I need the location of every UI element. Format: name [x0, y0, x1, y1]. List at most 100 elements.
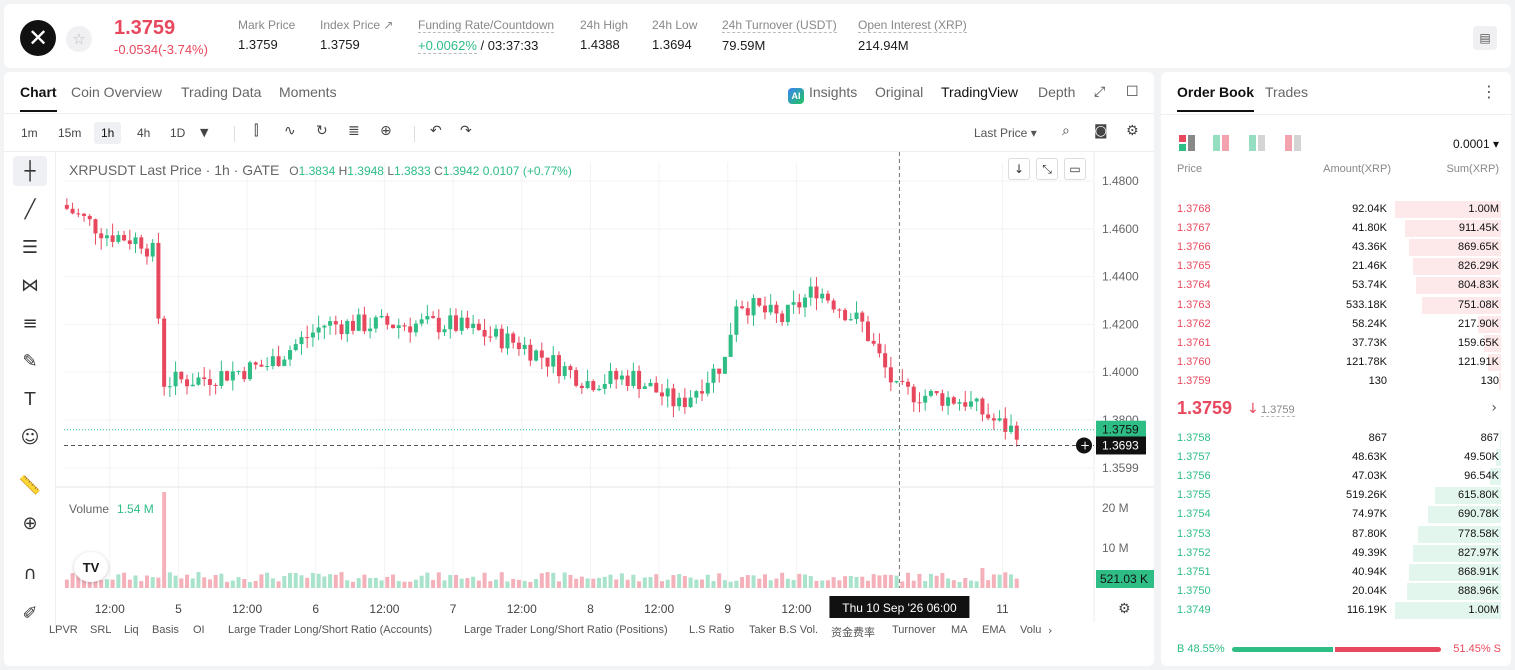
ask-row[interactable]: 1.3759 130 130	[1161, 372, 1511, 391]
legend-close: 1.3942	[442, 164, 480, 178]
ask-row[interactable]: 1.3766 43.36K 869.65K	[1161, 238, 1511, 257]
view-tradingview[interactable]: TradingView	[941, 84, 1019, 100]
text-tool-icon[interactable]: T	[24, 388, 36, 410]
tab-order-book[interactable]: Order Book	[1177, 84, 1255, 112]
price-chart[interactable]: 1.48001.46001.44001.42001.40001.38001.35…	[56, 152, 1154, 622]
view-original[interactable]: Original	[875, 84, 924, 100]
camera-icon[interactable]: ◙	[1094, 123, 1108, 139]
layout-bids-icon[interactable]	[1249, 135, 1265, 151]
expand-icon[interactable]: ⤢	[1094, 84, 1106, 100]
add-indicator-icon[interactable]: ⊕	[380, 123, 392, 139]
crosshair-icon[interactable]: ┼	[13, 156, 47, 186]
tab-chart[interactable]: Chart	[20, 84, 57, 112]
candle-type-icon[interactable]: ⫿	[254, 123, 259, 139]
insights-button[interactable]: AI Insights	[788, 84, 857, 104]
indicator-item[interactable]: OI	[193, 624, 205, 636]
indicators-icon[interactable]: ∿	[284, 123, 296, 139]
bid-row[interactable]: 1.3756 47.03K 96.54K	[1161, 467, 1511, 486]
collapse-icon[interactable]: ⤡	[1036, 158, 1058, 180]
scroll-down-icon[interactable]: ↓	[1008, 158, 1030, 180]
pattern-icon[interactable]: ⋈	[21, 274, 39, 296]
layout-asks-icon[interactable]	[1285, 135, 1301, 151]
indicator-item[interactable]: LPVR	[49, 624, 78, 636]
pencil-lock-icon[interactable]: ✐	[22, 602, 38, 624]
layout-split-icon[interactable]	[1213, 135, 1229, 151]
tab-moments[interactable]: Moments	[279, 84, 337, 100]
indicator-scroll-right-icon[interactable]: ›	[1048, 624, 1053, 637]
indicator-item[interactable]: Basis	[152, 624, 179, 636]
stat-index-price[interactable]: Index Price ↗ 1.3759	[320, 18, 393, 52]
horizontal-lines-icon[interactable]: ☰	[21, 236, 39, 258]
emoji-icon[interactable]: ☺	[20, 426, 40, 448]
bid-row[interactable]: 1.3757 48.63K 49.50K	[1161, 448, 1511, 467]
bid-row[interactable]: 1.3754 74.97K 690.78K	[1161, 505, 1511, 524]
bid-row[interactable]: 1.3753 87.80K 778.58K	[1161, 525, 1511, 544]
bid-row[interactable]: 1.3755 519.26K 615.80K	[1161, 486, 1511, 505]
bid-row[interactable]: 1.3749 116.19K 1.00M	[1161, 601, 1511, 620]
interval-dropdown-icon[interactable]: ▼	[200, 126, 209, 139]
ask-row[interactable]: 1.3767 41.80K 911.45K	[1161, 219, 1511, 238]
tf-4h[interactable]: 4h	[137, 126, 151, 140]
favorite-star-icon[interactable]: ☆	[66, 26, 92, 52]
indicator-item[interactable]: SRL	[90, 624, 112, 636]
notes-icon[interactable]: ▤	[1473, 26, 1497, 50]
indicator-item[interactable]: Volu	[1020, 624, 1042, 636]
cell-price: 1.3766	[1177, 241, 1211, 254]
ask-row[interactable]: 1.3764 53.74K 804.83K	[1161, 276, 1511, 295]
magnet-icon[interactable]: ∩	[23, 562, 37, 584]
layout-both-icon[interactable]	[1179, 135, 1195, 151]
price-type-select[interactable]: Last Price ▾	[974, 126, 1037, 140]
candle	[951, 397, 956, 404]
brush-icon[interactable]: ✎	[22, 350, 38, 372]
trendline-icon[interactable]: ╱	[24, 198, 36, 220]
tf-1d[interactable]: 1D	[170, 126, 186, 140]
indicator-item[interactable]: Large Trader Long/Short Ratio (Positions…	[464, 624, 668, 636]
tab-trades[interactable]: Trades	[1265, 84, 1309, 100]
compare-icon[interactable]: ↻	[316, 123, 328, 139]
volume-bar	[997, 574, 1002, 588]
ask-row[interactable]: 1.3762 58.24K 217.90K	[1161, 315, 1511, 334]
redo-icon[interactable]: ↷	[460, 123, 472, 139]
indicator-item[interactable]: MA	[951, 624, 968, 636]
ask-row[interactable]: 1.3763 533.18K 751.08K	[1161, 296, 1511, 315]
indicator-item[interactable]: Large Trader Long/Short Ratio (Accounts)	[228, 624, 433, 636]
funding-rate-value[interactable]: +0.0062%	[418, 38, 477, 54]
indicator-item[interactable]: Turnover	[892, 624, 936, 636]
bid-row[interactable]: 1.3752 49.39K 827.97K	[1161, 544, 1511, 563]
bid-row[interactable]: 1.3758 867 867	[1161, 429, 1511, 448]
chevron-right-icon[interactable]: ›	[1491, 400, 1497, 416]
tf-1h[interactable]: 1h	[94, 122, 122, 144]
search-icon[interactable]: ⌕	[1062, 123, 1070, 139]
volume-bar	[373, 577, 378, 588]
stat-24h-high: 24h High 1.4388	[580, 18, 628, 52]
indicator-item[interactable]: Taker B.S Vol.	[749, 624, 819, 636]
ask-row[interactable]: 1.3768 92.04K 1.00M	[1161, 200, 1511, 219]
indicator-item[interactable]: L.S Ratio	[689, 624, 735, 636]
tf-1m[interactable]: 1m	[21, 126, 38, 140]
more-menu-icon[interactable]: ⋮	[1481, 82, 1497, 101]
tradingview-logo-icon[interactable]: TV	[74, 552, 108, 582]
fullscreen-icon[interactable]: ☐	[1126, 84, 1139, 100]
candle	[579, 385, 584, 389]
tab-trading-data[interactable]: Trading Data	[181, 84, 262, 100]
undo-icon[interactable]: ↶	[430, 123, 442, 139]
ask-row[interactable]: 1.3765 21.46K 826.29K	[1161, 257, 1511, 276]
ask-row[interactable]: 1.3760 121.78K 121.91K	[1161, 353, 1511, 372]
ask-row[interactable]: 1.3761 37.73K 159.65K	[1161, 334, 1511, 353]
view-depth[interactable]: Depth	[1038, 84, 1076, 100]
fit-screen-icon[interactable]: ▭	[1064, 158, 1086, 180]
bid-row[interactable]: 1.3750 20.04K 888.96K	[1161, 582, 1511, 601]
candle	[751, 298, 756, 316]
tf-15m[interactable]: 15m	[58, 126, 82, 140]
ruler-icon[interactable]: 📏	[18, 474, 42, 496]
settings-gear-icon[interactable]: ⚙	[1126, 123, 1139, 139]
indicator-item[interactable]: Liq	[124, 624, 139, 636]
zoom-in-icon[interactable]: ⊕	[22, 512, 38, 534]
precision-select[interactable]: 0.0001 ▾	[1452, 137, 1499, 151]
template-icon[interactable]: ≣	[348, 123, 360, 139]
indicator-item[interactable]: EMA	[982, 624, 1006, 636]
tab-coin-overview[interactable]: Coin Overview	[71, 84, 163, 100]
bid-row[interactable]: 1.3751 40.94K 868.91K	[1161, 563, 1511, 582]
indicator-item[interactable]: 资金费率	[831, 627, 875, 639]
fib-icon[interactable]: ≡	[22, 312, 38, 334]
